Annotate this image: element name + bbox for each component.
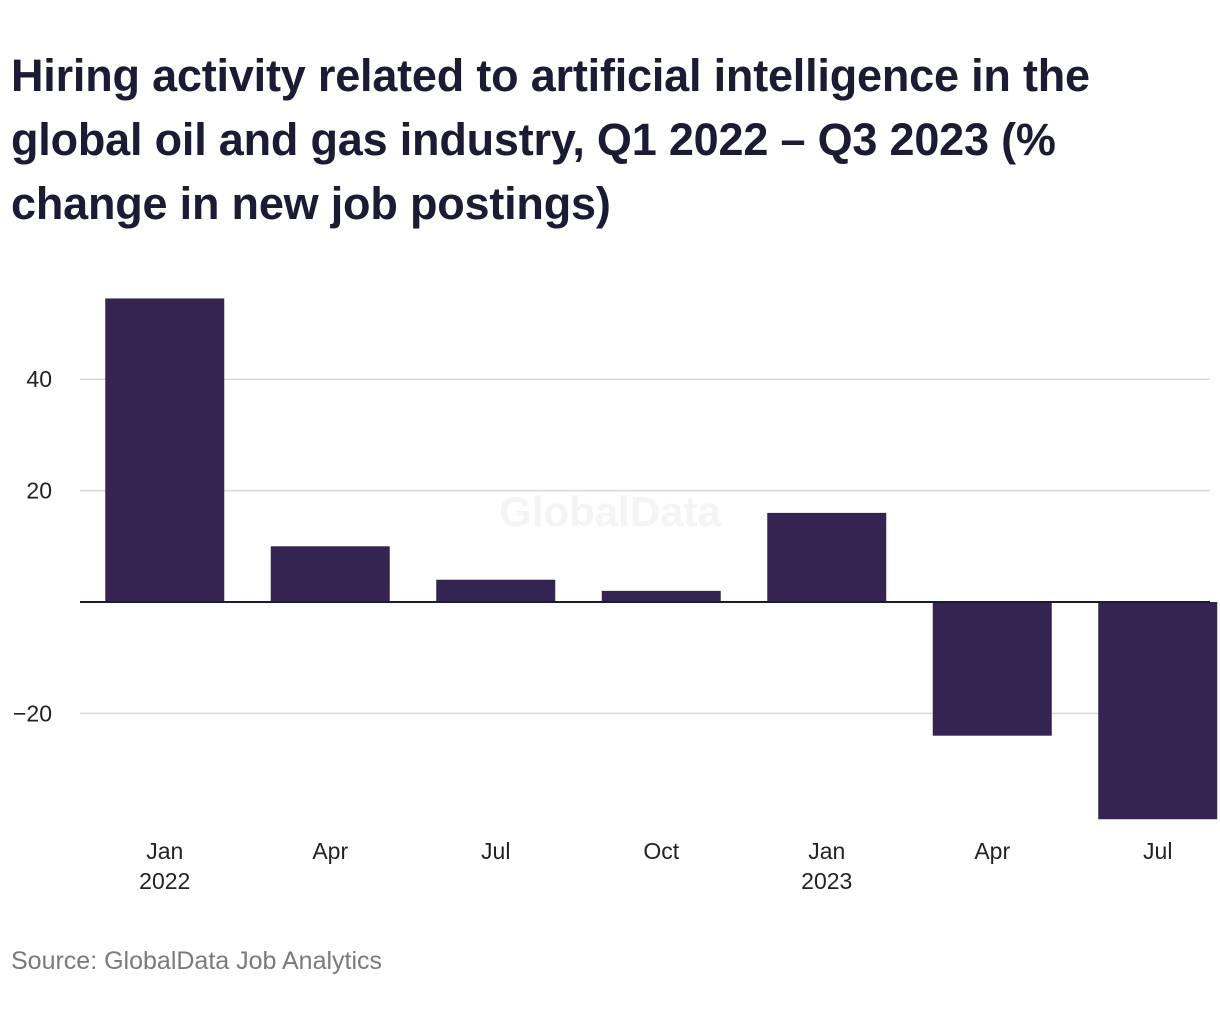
y-tick-label: 20: [26, 478, 52, 504]
x-tick-label: Jan: [146, 838, 183, 864]
x-tick-label: Jul: [1143, 838, 1172, 864]
bar-4: [601, 590, 721, 602]
x-tick-year-label: 2022: [139, 868, 190, 894]
y-tick-label: −20: [13, 700, 52, 726]
bar-3: [436, 579, 556, 602]
x-tick-year-label: 2023: [801, 868, 852, 894]
source-note: Source: GlobalData Job Analytics: [11, 947, 383, 975]
x-tick-label: Apr: [312, 838, 348, 864]
bar-2: [270, 546, 390, 602]
bar-6: [932, 602, 1052, 736]
bar-1: [105, 298, 225, 602]
x-axis-labels: Jan 2022 Apr Jul Oct Jan 2023 Apr Jul: [139, 838, 1172, 894]
chart-title: Hiring activity related to artificial in…: [11, 50, 1090, 229]
x-tick-label: Apr: [974, 838, 1010, 864]
bars: [105, 298, 1218, 820]
watermark: GlobalData: [499, 488, 721, 535]
x-tick-label: Oct: [643, 838, 679, 864]
bar-7: [1098, 602, 1218, 820]
y-axis-labels: 40 20 −20: [13, 366, 52, 726]
bar-5: [767, 512, 887, 602]
x-tick-label: Jul: [481, 838, 510, 864]
x-tick-label: Jan: [808, 838, 845, 864]
y-tick-label: 40: [26, 366, 52, 392]
